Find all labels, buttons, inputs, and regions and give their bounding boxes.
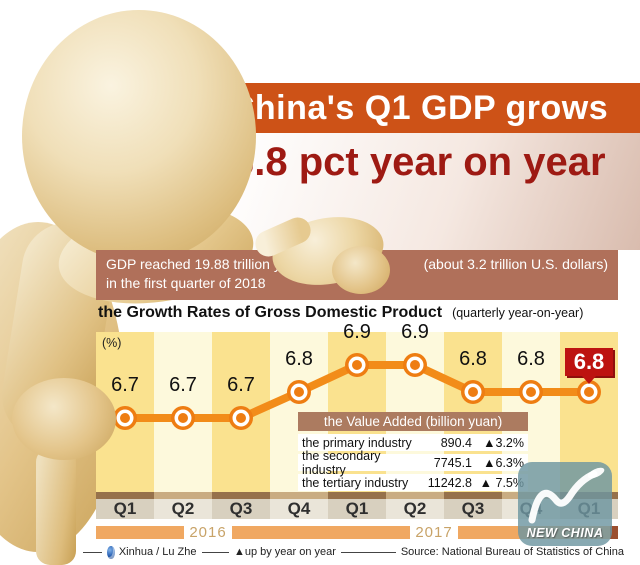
chart-unit-label: (%) <box>102 336 122 350</box>
row-change: ▲6.3% <box>483 455 524 470</box>
row-change: ▲ 7.5% <box>479 475 524 490</box>
year-bar-endcap <box>610 526 618 539</box>
year-label-2017: 2017 <box>415 524 453 541</box>
axis-strip-segment <box>212 492 270 499</box>
new-china-bird-icon <box>528 467 605 524</box>
footer: Xinhua / Lu Zhe ▲up by year on year Sour… <box>78 545 634 559</box>
chart-subtitle: (quarterly year-on-year) <box>452 306 584 320</box>
quarter-label: Q1 <box>328 499 386 519</box>
point-value-label: 6.7 <box>111 374 139 396</box>
quarter-label: Q1 <box>96 499 154 519</box>
new-china-watermark: NEW CHINA <box>518 462 612 546</box>
footer-source: Source: National Bureau of Statistics of… <box>400 546 624 558</box>
quarter-label: Q3 <box>212 499 270 519</box>
row-change: ▲3.2% <box>483 435 524 450</box>
axis-strip-segment <box>444 492 502 499</box>
figure-knuckle <box>332 246 390 294</box>
highlight-value-badge: 6.8 <box>565 348 613 384</box>
gdp-banner: GDP reached 19.88 trillion yuan in the f… <box>96 250 618 300</box>
chart-header: the Growth Rates of Gross Domestic Produ… <box>96 304 636 330</box>
point-value-label: 6.9 <box>343 321 371 343</box>
row-name: the primary industry <box>302 435 412 450</box>
gdp-banner-right: (about 3.2 trillion U.S. dollars) <box>423 256 608 272</box>
quarter-label: Q4 <box>270 499 328 519</box>
axis-strip-segment <box>96 492 154 499</box>
axis-strip-segment <box>328 492 386 499</box>
year-bar-segment <box>232 526 410 539</box>
point-value-label: 6.7 <box>169 374 197 396</box>
axis-strip-segment <box>154 492 212 499</box>
figure-leg <box>36 448 76 565</box>
value-added-table-title: the Value Added (billion yuan) <box>298 412 528 431</box>
gdp-banner-left: GDP reached 19.88 trillion yuan in the f… <box>106 255 304 300</box>
footer-legend: ▲up by year on year <box>233 546 336 558</box>
figure-head <box>22 10 256 262</box>
year-bar-segment <box>96 526 184 539</box>
table-row: the secondary industry 7745.1 ▲6.3% <box>298 449 528 477</box>
headline-bar: China's Q1 GDP grows <box>198 83 640 133</box>
headline-title: China's Q1 GDP grows <box>229 88 609 127</box>
axis-strip-segment <box>386 492 444 499</box>
table-row: the tertiary industry 11242.8 ▲ 7.5% <box>298 474 528 491</box>
quarter-label: Q2 <box>154 499 212 519</box>
growth-line-plot <box>113 353 601 430</box>
xinhua-globe-icon <box>107 545 115 559</box>
figure-fist <box>12 378 116 460</box>
footer-divider <box>83 551 103 553</box>
gdp-banner-line1: GDP reached 19.88 trillion yuan <box>106 256 305 272</box>
footer-divider <box>201 551 229 553</box>
point-value-label: 6.9 <box>401 321 429 343</box>
year-label-2016: 2016 <box>189 524 227 541</box>
row-value: 7745.1 <box>433 455 472 470</box>
quarter-label: Q2 <box>386 499 444 519</box>
point-value-label: 6.8 <box>517 348 545 370</box>
row-value: 890.4 <box>440 435 472 450</box>
value-added-table: the Value Added (billion yuan) the prima… <box>298 412 528 494</box>
table-row: the primary industry 890.4 ▲3.2% <box>298 434 528 451</box>
point-value-label: 6.8 <box>285 348 313 370</box>
headline-subtitle: 6.8 pct year on year <box>232 140 606 184</box>
gdp-banner-line2: in the first quarter of 2018 <box>106 274 266 291</box>
row-name: the tertiary industry <box>302 475 409 490</box>
chart-title: the Growth Rates of Gross Domestic Produ… <box>98 304 443 321</box>
row-value: 11242.8 <box>427 475 472 490</box>
gdp-growth-chart: (%) 6.7 6.7 6.7 6.8 6.9 6.9 6.8 6.8 6.8 the Valu… <box>96 321 618 494</box>
watermark-text: NEW CHINA <box>526 526 604 540</box>
row-name: the secondary industry <box>302 448 381 477</box>
footer-credit: Xinhua / Lu Zhe <box>118 546 197 558</box>
footer-divider <box>340 551 396 553</box>
point-value-label: 6.7 <box>227 374 255 396</box>
axis-strip-segment <box>270 492 328 499</box>
point-value-label: 6.8 <box>459 348 487 370</box>
quarter-label: Q3 <box>444 499 502 519</box>
